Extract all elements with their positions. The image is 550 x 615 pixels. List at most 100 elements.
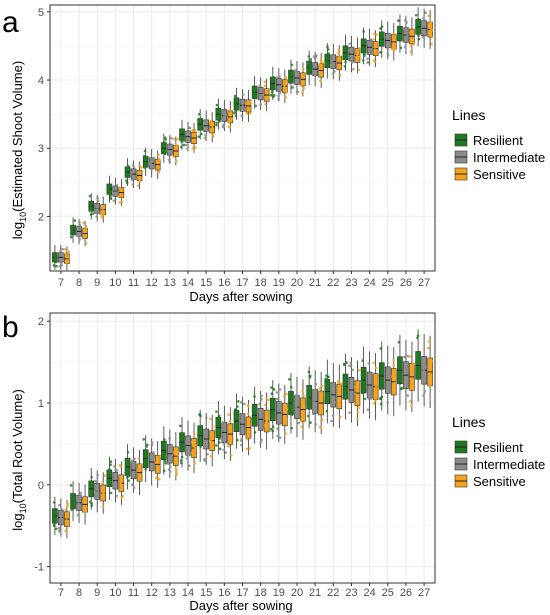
data-point [386, 52, 390, 55]
data-point [319, 425, 322, 429]
data-point [370, 52, 373, 56]
data-point [290, 413, 294, 416]
series-sensitive [64, 335, 434, 539]
series-intermediate [57, 334, 427, 537]
data-point [242, 107, 245, 111]
data-point [289, 77, 292, 80]
data-point [160, 145, 164, 149]
data-point [337, 387, 341, 391]
series-resilient [52, 7, 421, 270]
data-point [227, 121, 231, 124]
data-point [258, 84, 261, 88]
data-point [270, 392, 274, 395]
data-point [167, 158, 171, 162]
data-point [409, 50, 413, 54]
data-point [233, 102, 237, 106]
data-point [184, 143, 188, 147]
data-point [157, 158, 161, 161]
data-point [120, 195, 123, 198]
data-point [254, 409, 258, 413]
data-point [109, 197, 113, 201]
data-point [254, 92, 257, 95]
x-tick-label: 13 [164, 587, 176, 599]
data-point [193, 447, 197, 450]
data-point [313, 73, 316, 77]
data-point [69, 235, 73, 239]
data-point [169, 149, 172, 153]
data-point [289, 70, 293, 74]
data-point [288, 412, 292, 415]
data-point [131, 483, 134, 486]
data-point [277, 97, 280, 101]
data-point [52, 501, 56, 504]
data-point [379, 38, 383, 41]
data-point [208, 121, 212, 125]
data-point [403, 45, 407, 49]
data-point [253, 395, 256, 398]
data-point [148, 162, 152, 165]
data-point [101, 505, 105, 508]
data-point [424, 365, 427, 369]
data-point [133, 457, 136, 461]
data-point [320, 65, 324, 68]
data-point [307, 55, 311, 58]
data-point [285, 91, 288, 94]
data-point [164, 450, 167, 454]
data-point [143, 166, 146, 169]
data-point [399, 356, 403, 360]
data-point [276, 434, 280, 438]
data-point [271, 425, 275, 428]
data-point [78, 238, 82, 241]
data-point [132, 486, 136, 490]
data-point [263, 80, 267, 84]
data-point [127, 474, 131, 478]
data-point [180, 140, 183, 144]
data-point [150, 168, 154, 171]
data-point [421, 21, 425, 24]
data-point [67, 250, 71, 254]
data-point [211, 126, 214, 130]
data-point [325, 409, 329, 413]
data-point [416, 334, 420, 337]
data-point [152, 458, 155, 462]
data-point [373, 394, 376, 397]
data-point [352, 67, 355, 71]
data-point [325, 374, 328, 377]
data-point [193, 462, 197, 465]
data-point [315, 71, 318, 74]
data-point [228, 441, 232, 445]
data-point [278, 91, 282, 95]
data-point [297, 421, 301, 425]
y-axis-title-rest-b: (Total Root Volume) [10, 389, 25, 503]
data-point [380, 40, 384, 44]
data-point [115, 494, 118, 498]
data-point [320, 418, 324, 421]
data-point [396, 35, 400, 39]
data-point [143, 149, 147, 153]
y-tick-label: 2 [38, 211, 44, 223]
data-point [88, 480, 91, 484]
legend-label: Intermediate [473, 150, 545, 165]
x-tick-label: 7 [58, 587, 64, 599]
data-point [90, 504, 93, 507]
data-point [91, 212, 95, 215]
data-point [222, 123, 225, 127]
data-point [144, 467, 148, 471]
data-point [343, 363, 346, 367]
data-point [176, 137, 180, 141]
y-axis-title-sub-a: 10 [18, 212, 28, 222]
data-point [109, 463, 112, 466]
data-point [203, 121, 207, 125]
data-point [103, 474, 107, 477]
data-point [175, 473, 179, 476]
data-point [410, 371, 414, 374]
data-point [182, 139, 186, 142]
data-point [58, 528, 62, 532]
data-point [151, 441, 154, 444]
data-point [251, 87, 255, 91]
data-point [126, 166, 130, 170]
data-point [333, 70, 336, 73]
data-point [66, 260, 70, 264]
data-point [424, 11, 427, 15]
data-point [417, 37, 421, 41]
